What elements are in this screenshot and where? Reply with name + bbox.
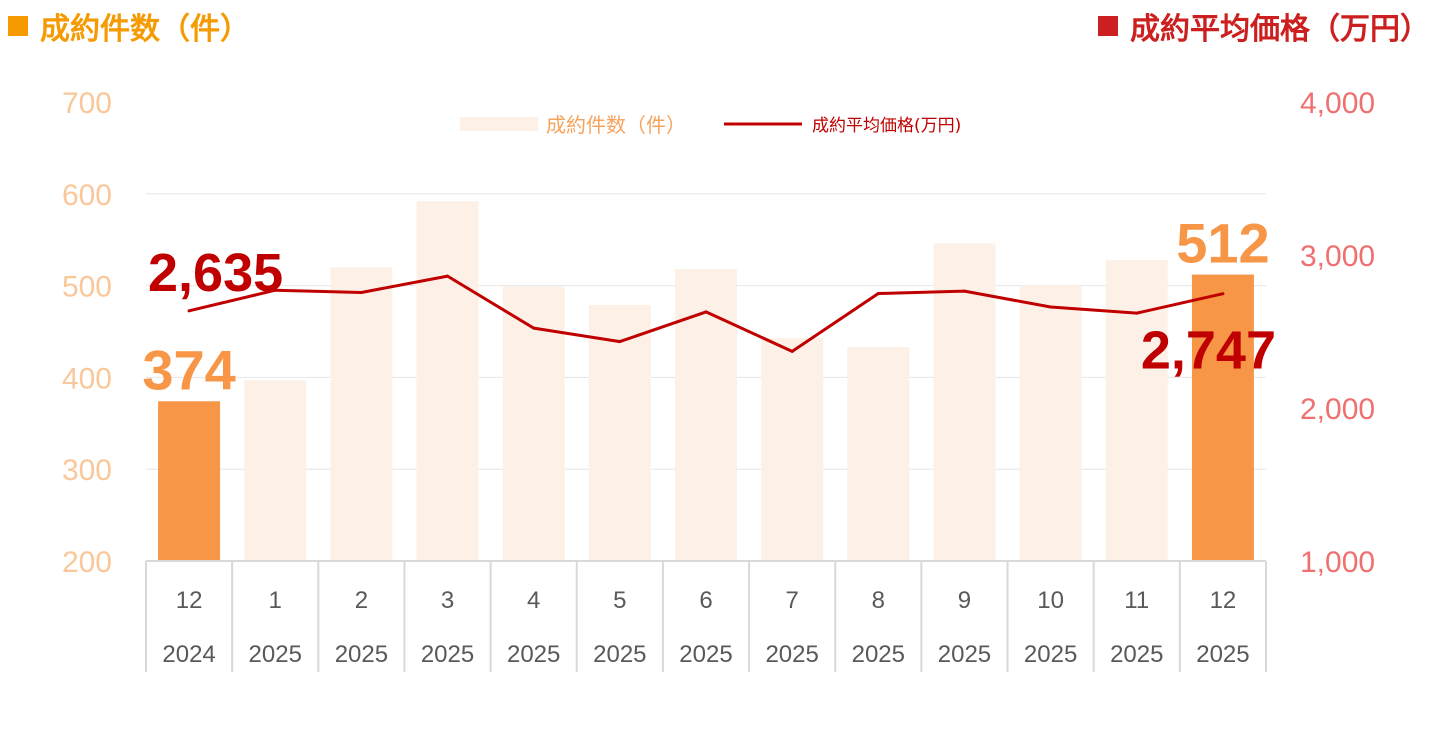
right-axis-tick-label: 4,000 [1300,87,1375,120]
left-axis-tick-label: 300 [62,454,112,487]
x-tick-month: 11 [1124,587,1149,614]
red-square-icon [1098,16,1118,36]
price-point [273,288,277,292]
x-tick-month: 5 [613,587,626,614]
bar [1105,259,1168,561]
price-point [962,289,966,293]
price-point [704,310,708,314]
x-tick-year: 2025 [249,641,302,668]
bar [244,380,307,561]
x-tick-year: 2024 [162,641,215,668]
left-axis-title-text: 成約件数（件） [40,12,250,47]
right-axis-title-text: 成約平均価格（万円） [1130,12,1430,47]
price-point [618,340,622,344]
bar-data-label: 512 [1176,212,1269,275]
legend-line-label: 成約平均価格(万円) [812,116,961,136]
price-point [1049,305,1053,309]
left-axis-tick-label: 400 [62,362,112,395]
left-axis-tick-label: 200 [62,546,112,579]
line-data-label: 2,747 [1141,321,1276,381]
price-point [187,309,191,313]
price-point [876,292,880,296]
x-tick-year: 2025 [593,641,646,668]
x-tick-year: 2025 [1110,641,1163,668]
x-tick-month: 2 [355,587,368,614]
x-tick-year: 2025 [765,641,818,668]
right-axis-tick-label: 3,000 [1300,240,1375,273]
left-axis-tick-label: 600 [62,179,112,212]
x-tick-month: 12 [176,587,203,614]
left-axis-tick-label: 700 [62,87,112,120]
price-point [359,290,363,294]
bar [1191,274,1254,561]
price-point [790,349,794,353]
x-tick-month: 12 [1210,587,1237,614]
right-axis-tick-label: 1,000 [1300,546,1375,579]
price-point [532,326,536,330]
legend-bar-swatch [460,117,538,131]
right-axis-tick-label: 2,000 [1300,393,1375,426]
x-tick-month: 10 [1037,587,1064,614]
bar [1019,285,1082,561]
x-tick-month: 4 [527,587,540,614]
x-tick-year: 2025 [421,641,474,668]
x-tick-year: 2025 [507,641,560,668]
price-point [1221,292,1225,296]
bar [158,401,221,561]
orange-square-icon [8,16,28,36]
price-point [1135,311,1139,315]
legend-bar-label: 成約件数（件） [546,113,686,137]
bar [330,267,393,561]
x-tick-year: 2025 [1196,641,1249,668]
x-tick-month: 7 [785,587,798,614]
x-tick-year: 2025 [852,641,905,668]
bar [588,304,651,561]
x-tick-year: 2025 [679,641,732,668]
bar [847,347,910,561]
x-tick-month: 3 [441,587,454,614]
left-axis-tick-label: 500 [62,271,112,304]
x-tick-month: 6 [699,587,712,614]
left-axis-title: 成約件数（件） [8,4,250,48]
right-axis-title: 成約平均価格（万円） [1098,4,1430,48]
bar-data-label: 374 [142,338,235,401]
x-tick-month: 1 [269,587,282,614]
x-tick-year: 2025 [938,641,991,668]
x-tick-month: 8 [872,587,885,614]
bar [416,201,479,562]
price-point [446,274,450,278]
x-tick-year: 2025 [335,641,388,668]
x-tick-year: 2025 [1024,641,1077,668]
x-tick-month: 9 [958,587,971,614]
bar [761,337,824,561]
line-data-label: 2,635 [148,243,283,303]
